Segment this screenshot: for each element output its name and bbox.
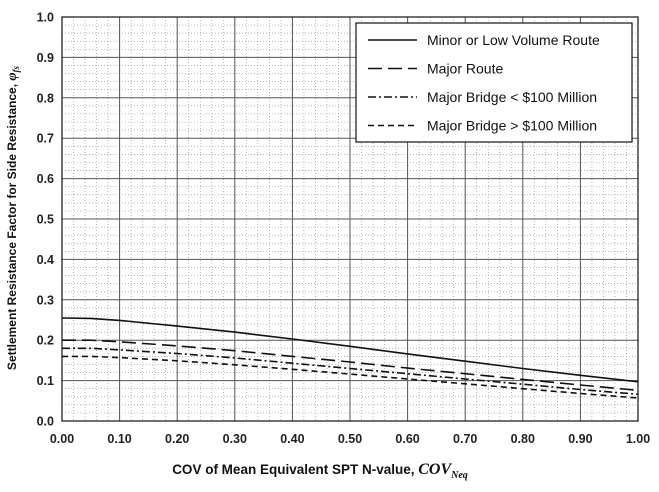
x-axis-title-subscript: Neq — [450, 470, 468, 481]
y-axis-title: Settlement Resistance Factor for Side Re… — [5, 65, 21, 370]
x-axis-title-symbol: COV — [418, 461, 452, 478]
x-tick-label: 0.80 — [511, 432, 535, 446]
y-axis-title-subscript: fs — [11, 65, 21, 72]
x-tick-label: 0.70 — [453, 432, 477, 446]
x-tick-label: 0.00 — [50, 432, 74, 446]
legend-label: Major Bridge < $100 Million — [427, 89, 597, 105]
plot-frame — [61, 16, 639, 422]
y-tick-label: 1.0 — [37, 11, 54, 25]
y-axis-title-symbol: φ — [5, 72, 20, 80]
series-line — [61, 317, 639, 383]
y-tick-label: 0.6 — [37, 172, 54, 186]
series-line — [62, 339, 639, 392]
y-tick-label: 0.8 — [37, 91, 54, 105]
series-line — [62, 347, 639, 396]
series-lines — [61, 317, 639, 399]
legend: Minor or Low Volume Route Major Route Majo… — [355, 22, 633, 143]
x-tick-label: 0.90 — [568, 432, 592, 446]
x-tick-label: 1.00 — [626, 432, 650, 446]
y-tick-label: 0.1 — [37, 374, 54, 388]
y-tick-label: 0.7 — [37, 132, 54, 146]
x-tick-label: 0.10 — [107, 432, 131, 446]
x-axis-title: COV of Mean Equivalent SPT N-value, COVN… — [172, 461, 468, 481]
y-tick-label: 0.4 — [37, 253, 54, 267]
y-axis-title-text: Settlement Resistance Factor for Side Re… — [5, 81, 19, 370]
x-axis-title-text: COV of Mean Equivalent SPT N-value, — [172, 462, 418, 477]
x-tick-label: 0.50 — [338, 432, 362, 446]
x-tick-label: 0.40 — [280, 432, 304, 446]
y-tick-label: 0.2 — [37, 334, 54, 348]
x-tick-label: 0.30 — [223, 432, 247, 446]
series-line — [62, 355, 639, 399]
legend-label: Major Route — [427, 61, 503, 77]
y-tick-label: 0.9 — [37, 51, 54, 65]
legend-label: Major Bridge > $100 Million — [427, 118, 597, 134]
y-tick-label: 0.0 — [37, 415, 54, 429]
y-tick-label: 0.5 — [37, 213, 54, 227]
legend-items: Minor or Low Volume Route Major Route Majo… — [368, 32, 600, 134]
x-tick-label: 0.20 — [165, 432, 189, 446]
x-tick-labels: 0.00 0.10 0.20 0.30 0.40 0.50 0.60 0.70 0.80 0.90… — [50, 432, 650, 446]
y-tick-label: 0.3 — [37, 293, 54, 307]
legend-label: Minor or Low Volume Route — [427, 32, 600, 48]
y-tick-labels: 0.0 0.1 0.2 0.3 0.4 0.5 0.6 0.7 0.8 0.9 1.0 — [37, 11, 54, 429]
x-tick-label: 0.60 — [395, 432, 419, 446]
legend-box — [355, 22, 633, 143]
